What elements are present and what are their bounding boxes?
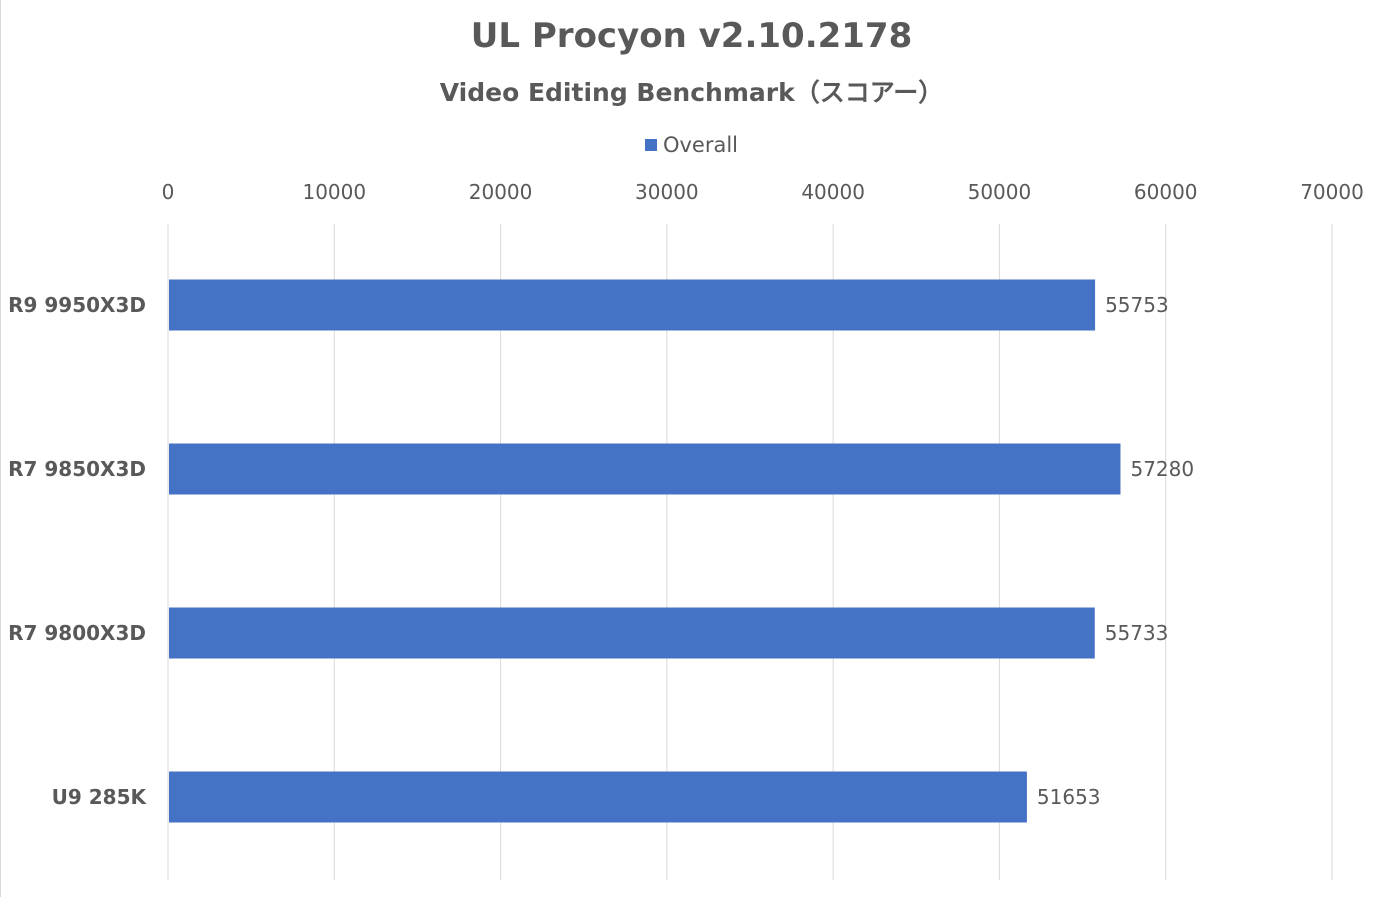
data-label: 55753 bbox=[1105, 293, 1169, 317]
category-label: R9 9950X3D bbox=[8, 293, 146, 317]
x-tick-label: 30000 bbox=[635, 180, 699, 204]
chart-title: UL Procyon v2.10.2178 bbox=[470, 16, 913, 56]
x-tick-label: 40000 bbox=[801, 180, 865, 204]
category-label: U9 285K bbox=[52, 785, 148, 809]
legend-label-overall: Overall bbox=[662, 133, 739, 157]
bar bbox=[169, 279, 1096, 331]
category-label: R7 9800X3D bbox=[8, 621, 146, 645]
data-label: 57280 bbox=[1130, 457, 1194, 481]
chart-subtitle: Video Editing Benchmark（スコアー） bbox=[439, 78, 944, 107]
bar bbox=[169, 607, 1095, 659]
x-tick-label: 20000 bbox=[469, 180, 533, 204]
legend-swatch-overall bbox=[644, 139, 657, 151]
category-label: R7 9850X3D bbox=[8, 457, 146, 481]
bar bbox=[169, 443, 1121, 495]
x-tick-label: 70000 bbox=[1300, 180, 1364, 204]
legend: Overall bbox=[1, 133, 1381, 157]
bar bbox=[169, 771, 1027, 823]
x-tick-label: 0 bbox=[162, 180, 175, 204]
x-tick-label: 10000 bbox=[302, 180, 366, 204]
x-tick-label: 50000 bbox=[968, 180, 1032, 204]
x-tick-label: 60000 bbox=[1134, 180, 1198, 204]
data-label: 51653 bbox=[1037, 785, 1101, 809]
data-label: 55733 bbox=[1105, 621, 1169, 645]
